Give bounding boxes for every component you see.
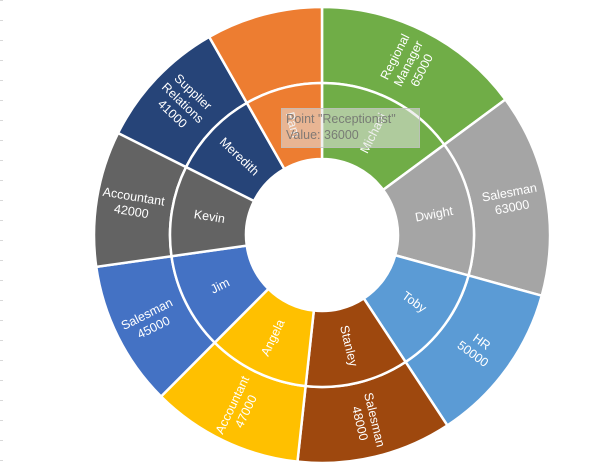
outer-ring [92, 5, 552, 465]
inner-label-dwight-line: Dwight [414, 204, 455, 225]
data-point-tooltip: Point "Receptionist" Value: 36000 [281, 108, 420, 148]
inner-label-kevin: Kevin [193, 207, 226, 226]
outer-label-dwight-line: 63000 [494, 197, 531, 217]
tooltip-value: Value: 36000 [286, 128, 359, 142]
inner-label-dwight: Dwight [414, 204, 455, 225]
outer-label-kevin-line: 42000 [113, 202, 150, 221]
worksheet-edge [0, 0, 3, 468]
tooltip-point-name: Point "Receptionist" [286, 112, 396, 126]
inner-label-kevin-line: Kevin [193, 207, 226, 226]
